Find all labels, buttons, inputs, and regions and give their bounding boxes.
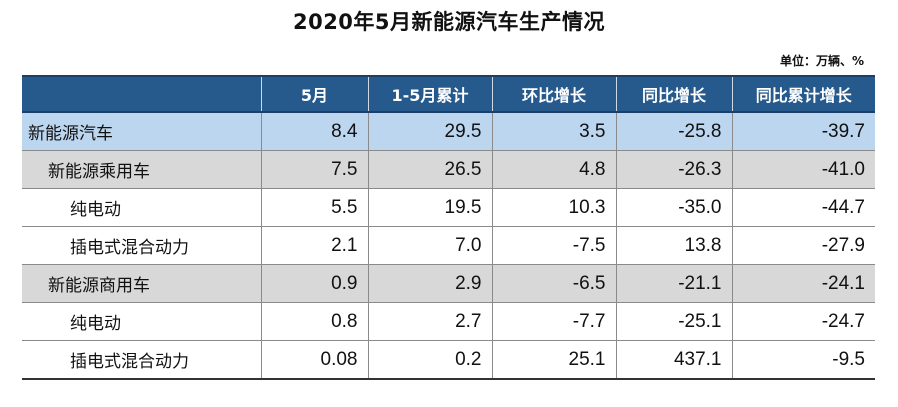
cell-mom: -7.5 xyxy=(491,226,616,265)
cell-may: 7.5 xyxy=(260,150,368,189)
cell-mom: 25.1 xyxy=(491,340,616,380)
table-row-commercial: 新能源商用车 0.9 2.9 -6.5 -21.1 -24.1 xyxy=(22,264,875,303)
cell-yoy: -21.1 xyxy=(615,264,732,303)
row-label: 纯电动 xyxy=(22,188,261,227)
cell-yoy: -26.3 xyxy=(615,150,732,189)
cell-yoy-cumulative: -9.5 xyxy=(731,340,875,380)
row-label: 新能源商用车 xyxy=(22,264,261,303)
cell-yoy: -35.0 xyxy=(615,188,732,227)
cell-mom: -7.7 xyxy=(491,302,616,341)
row-label: 新能源汽车 xyxy=(22,112,261,151)
cell-yoy: -25.8 xyxy=(615,112,732,151)
table-row-passenger-phev: 插电式混合动力 2.1 7.0 -7.5 13.8 -27.9 xyxy=(22,226,875,265)
row-label: 插电式混合动力 xyxy=(22,340,261,380)
cell-yoy: 13.8 xyxy=(615,226,732,265)
table-row-commercial-phev: 插电式混合动力 0.08 0.2 25.1 437.1 -9.5 xyxy=(22,340,875,380)
cell-mom: 3.5 xyxy=(491,112,616,151)
cell-may: 0.9 xyxy=(260,264,368,303)
row-label: 纯电动 xyxy=(22,302,261,341)
cell-cumulative: 0.2 xyxy=(367,340,492,380)
cell-may: 5.5 xyxy=(260,188,368,227)
production-table: 5月 1-5月累计 环比增长 同比增长 同比累计增长 新能源汽车 8.4 29.… xyxy=(22,75,875,380)
cell-yoy-cumulative: -39.7 xyxy=(731,112,875,151)
cell-yoy-cumulative: -24.7 xyxy=(731,302,875,341)
cell-yoy: -25.1 xyxy=(615,302,732,341)
cell-may: 0.8 xyxy=(260,302,368,341)
header-row: 5月 1-5月累计 环比增长 同比增长 同比累计增长 xyxy=(22,75,875,113)
table-row-passenger-bev: 纯电动 5.5 19.5 10.3 -35.0 -44.7 xyxy=(22,188,875,227)
cell-mom: 10.3 xyxy=(491,188,616,227)
cell-yoy-cumulative: -24.1 xyxy=(731,264,875,303)
table-row-commercial-bev: 纯电动 0.8 2.7 -7.7 -25.1 -24.7 xyxy=(22,302,875,341)
row-label: 插电式混合动力 xyxy=(22,226,261,265)
header-blank xyxy=(22,75,261,113)
cell-may: 8.4 xyxy=(260,112,368,151)
table-header: 5月 1-5月累计 环比增长 同比增长 同比累计增长 xyxy=(22,75,875,113)
header-yoy-growth: 同比增长 xyxy=(615,75,732,113)
cell-yoy-cumulative: -44.7 xyxy=(731,188,875,227)
header-may: 5月 xyxy=(260,75,368,113)
cell-cumulative: 26.5 xyxy=(367,150,492,189)
page-title: 2020年5月新能源汽车生产情况 xyxy=(292,10,606,34)
cell-mom: -6.5 xyxy=(491,264,616,303)
cell-cumulative: 7.0 xyxy=(367,226,492,265)
cell-yoy-cumulative: -27.9 xyxy=(731,226,875,265)
header-mom-growth: 环比增长 xyxy=(491,75,616,113)
header-jan-may-cumulative: 1-5月累计 xyxy=(367,75,492,113)
cell-may: 0.08 xyxy=(260,340,368,380)
table-row-nev-total: 新能源汽车 8.4 29.5 3.5 -25.8 -39.7 xyxy=(22,112,875,151)
table-body: 新能源汽车 8.4 29.5 3.5 -25.8 -39.7 新能源乘用车 7.… xyxy=(22,112,875,380)
table-row-passenger: 新能源乘用车 7.5 26.5 4.8 -26.3 -41.0 xyxy=(22,150,875,189)
row-label: 新能源乘用车 xyxy=(22,150,261,189)
unit-note: 单位：万辆、% xyxy=(779,54,864,68)
header-yoy-cumulative-growth: 同比累计增长 xyxy=(731,75,875,113)
cell-yoy-cumulative: -41.0 xyxy=(731,150,875,189)
cell-cumulative: 19.5 xyxy=(367,188,492,227)
cell-cumulative: 2.7 xyxy=(367,302,492,341)
cell-mom: 4.8 xyxy=(491,150,616,189)
cell-cumulative: 2.9 xyxy=(367,264,492,303)
cell-cumulative: 29.5 xyxy=(367,112,492,151)
cell-yoy: 437.1 xyxy=(615,340,732,380)
cell-may: 2.1 xyxy=(260,226,368,265)
